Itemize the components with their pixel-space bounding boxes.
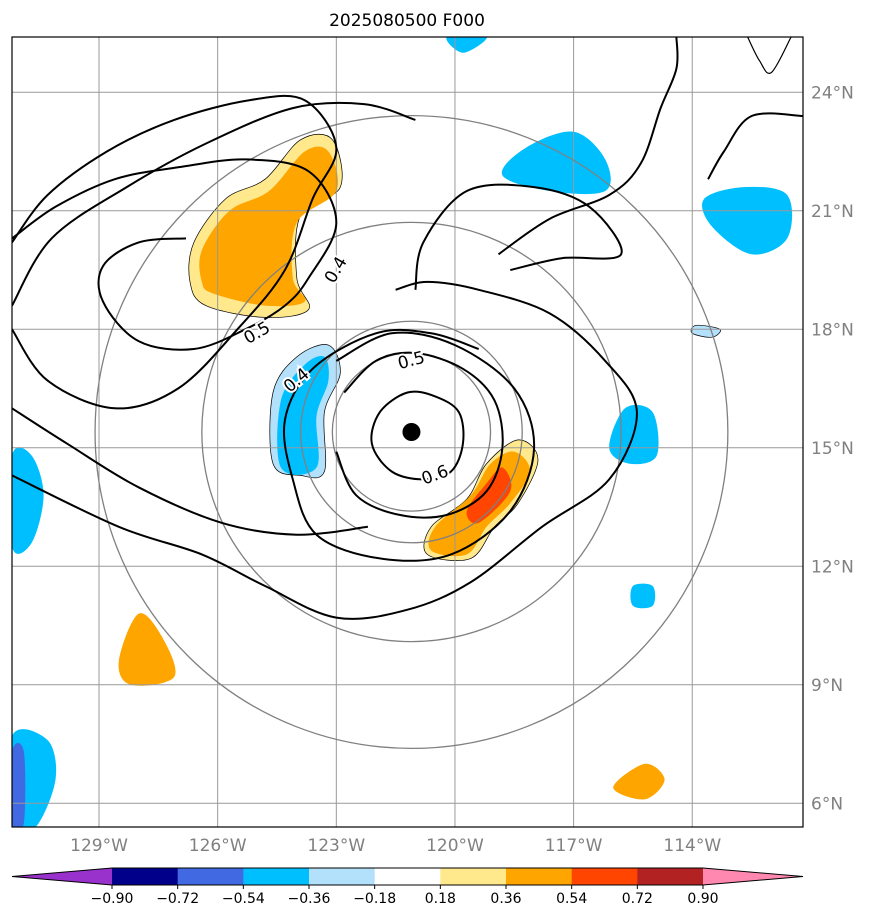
colorbar-segment-7 (506, 868, 573, 885)
colorbar-segment-1 (112, 868, 179, 885)
x-tick-label-1: 126°W (189, 836, 247, 856)
colorbar-segment-8 (571, 868, 638, 885)
gridlines (12, 37, 803, 827)
colorbar-extend-low (12, 868, 112, 885)
storm-center-marker (402, 423, 421, 441)
colorbar-segment-5 (374, 868, 441, 885)
x-tick-label-4: 117°W (545, 836, 603, 856)
shaded-area-8 (702, 186, 793, 255)
colorbar-tick-label-7: 0.54 (556, 891, 587, 907)
x-tick-label-3: 120°W (426, 836, 484, 856)
shaded-areas (12, 37, 793, 827)
contour-line-3 (282, 328, 536, 562)
x-tick-label-0: 129°W (70, 836, 128, 856)
x-tick-label-2: 123°W (307, 836, 365, 856)
chart-title: 2025080500 F000 (329, 11, 485, 31)
x-tick-label-5: 114°W (663, 836, 721, 856)
y-axis-ticks: 6°N 9°N 12°N 15°N 18°N 21°N 24°N (811, 83, 854, 814)
shaded-area-15 (446, 37, 487, 53)
colorbar-tick-label-9: 0.90 (687, 891, 718, 907)
shaded-area-14 (613, 763, 665, 800)
colorbar-tick-label-6: 0.36 (490, 891, 521, 907)
y-tick-label-3: 15°N (811, 439, 854, 459)
colorbar-segment-2 (177, 868, 244, 885)
contour-line-1 (335, 351, 504, 519)
contour-lines (12, 37, 803, 620)
range-ring-2 (201, 221, 622, 643)
shaded-area-10 (12, 447, 44, 554)
x-axis-ticks: 129°W 126°W 123°W 120°W 117°W 114°W (70, 836, 721, 856)
shaded-area-1 (199, 146, 339, 307)
colorbar-extend-high (703, 868, 803, 885)
colorbar-tick-label-0: −0.90 (91, 891, 134, 907)
colorbar-segment-4 (309, 868, 376, 885)
colorbar: −0.90 −0.72 −0.54 −0.36 −0.18 0.18 0.36 0.54 0.7… (11, 867, 804, 907)
contour-line-0 (370, 390, 465, 481)
map-frame (11, 36, 804, 828)
contour-line-2 (12, 158, 338, 351)
colorbar-tick-label-1: −0.72 (156, 891, 199, 907)
y-tick-label-1: 9°N (811, 676, 843, 696)
contour-line-7 (12, 407, 369, 536)
y-tick-label-6: 24°N (811, 83, 854, 103)
colorbar-segment-6 (440, 868, 507, 885)
contour-line-4 (12, 94, 338, 410)
shaded-area-6 (466, 467, 512, 524)
contour-line-8 (497, 37, 679, 256)
shaded-area-12 (12, 743, 26, 827)
shaded-area-7 (501, 131, 611, 195)
range-rings (94, 114, 729, 750)
shaded-area-13 (118, 613, 176, 686)
colorbar-segment-3 (243, 868, 310, 885)
contour-line-6 (414, 183, 623, 290)
contour-line-5 (12, 280, 638, 620)
colorbar-segment-9 (637, 868, 704, 885)
y-tick-label-0: 6°N (811, 794, 843, 814)
colorbar-tick-label-3: −0.36 (288, 891, 331, 907)
range-ring-3 (94, 114, 729, 750)
shaded-area-17 (690, 324, 721, 338)
colorbar-tick-label-2: −0.54 (222, 891, 265, 907)
range-ring-1 (300, 320, 523, 544)
coastline (747, 37, 792, 74)
colorbar-tick-label-5: 0.18 (425, 891, 456, 907)
contour-line-10 (707, 112, 803, 180)
colorbar-tick-label-8: 0.72 (622, 891, 653, 907)
y-tick-label-5: 21°N (811, 202, 854, 222)
shaded-area-3 (277, 356, 329, 475)
colorbar-tick-label-4: −0.18 (353, 891, 396, 907)
shaded-area-16 (630, 583, 656, 609)
y-tick-label-2: 12°N (811, 557, 854, 577)
contour-line-9 (12, 101, 416, 307)
y-tick-label-4: 18°N (811, 320, 854, 340)
